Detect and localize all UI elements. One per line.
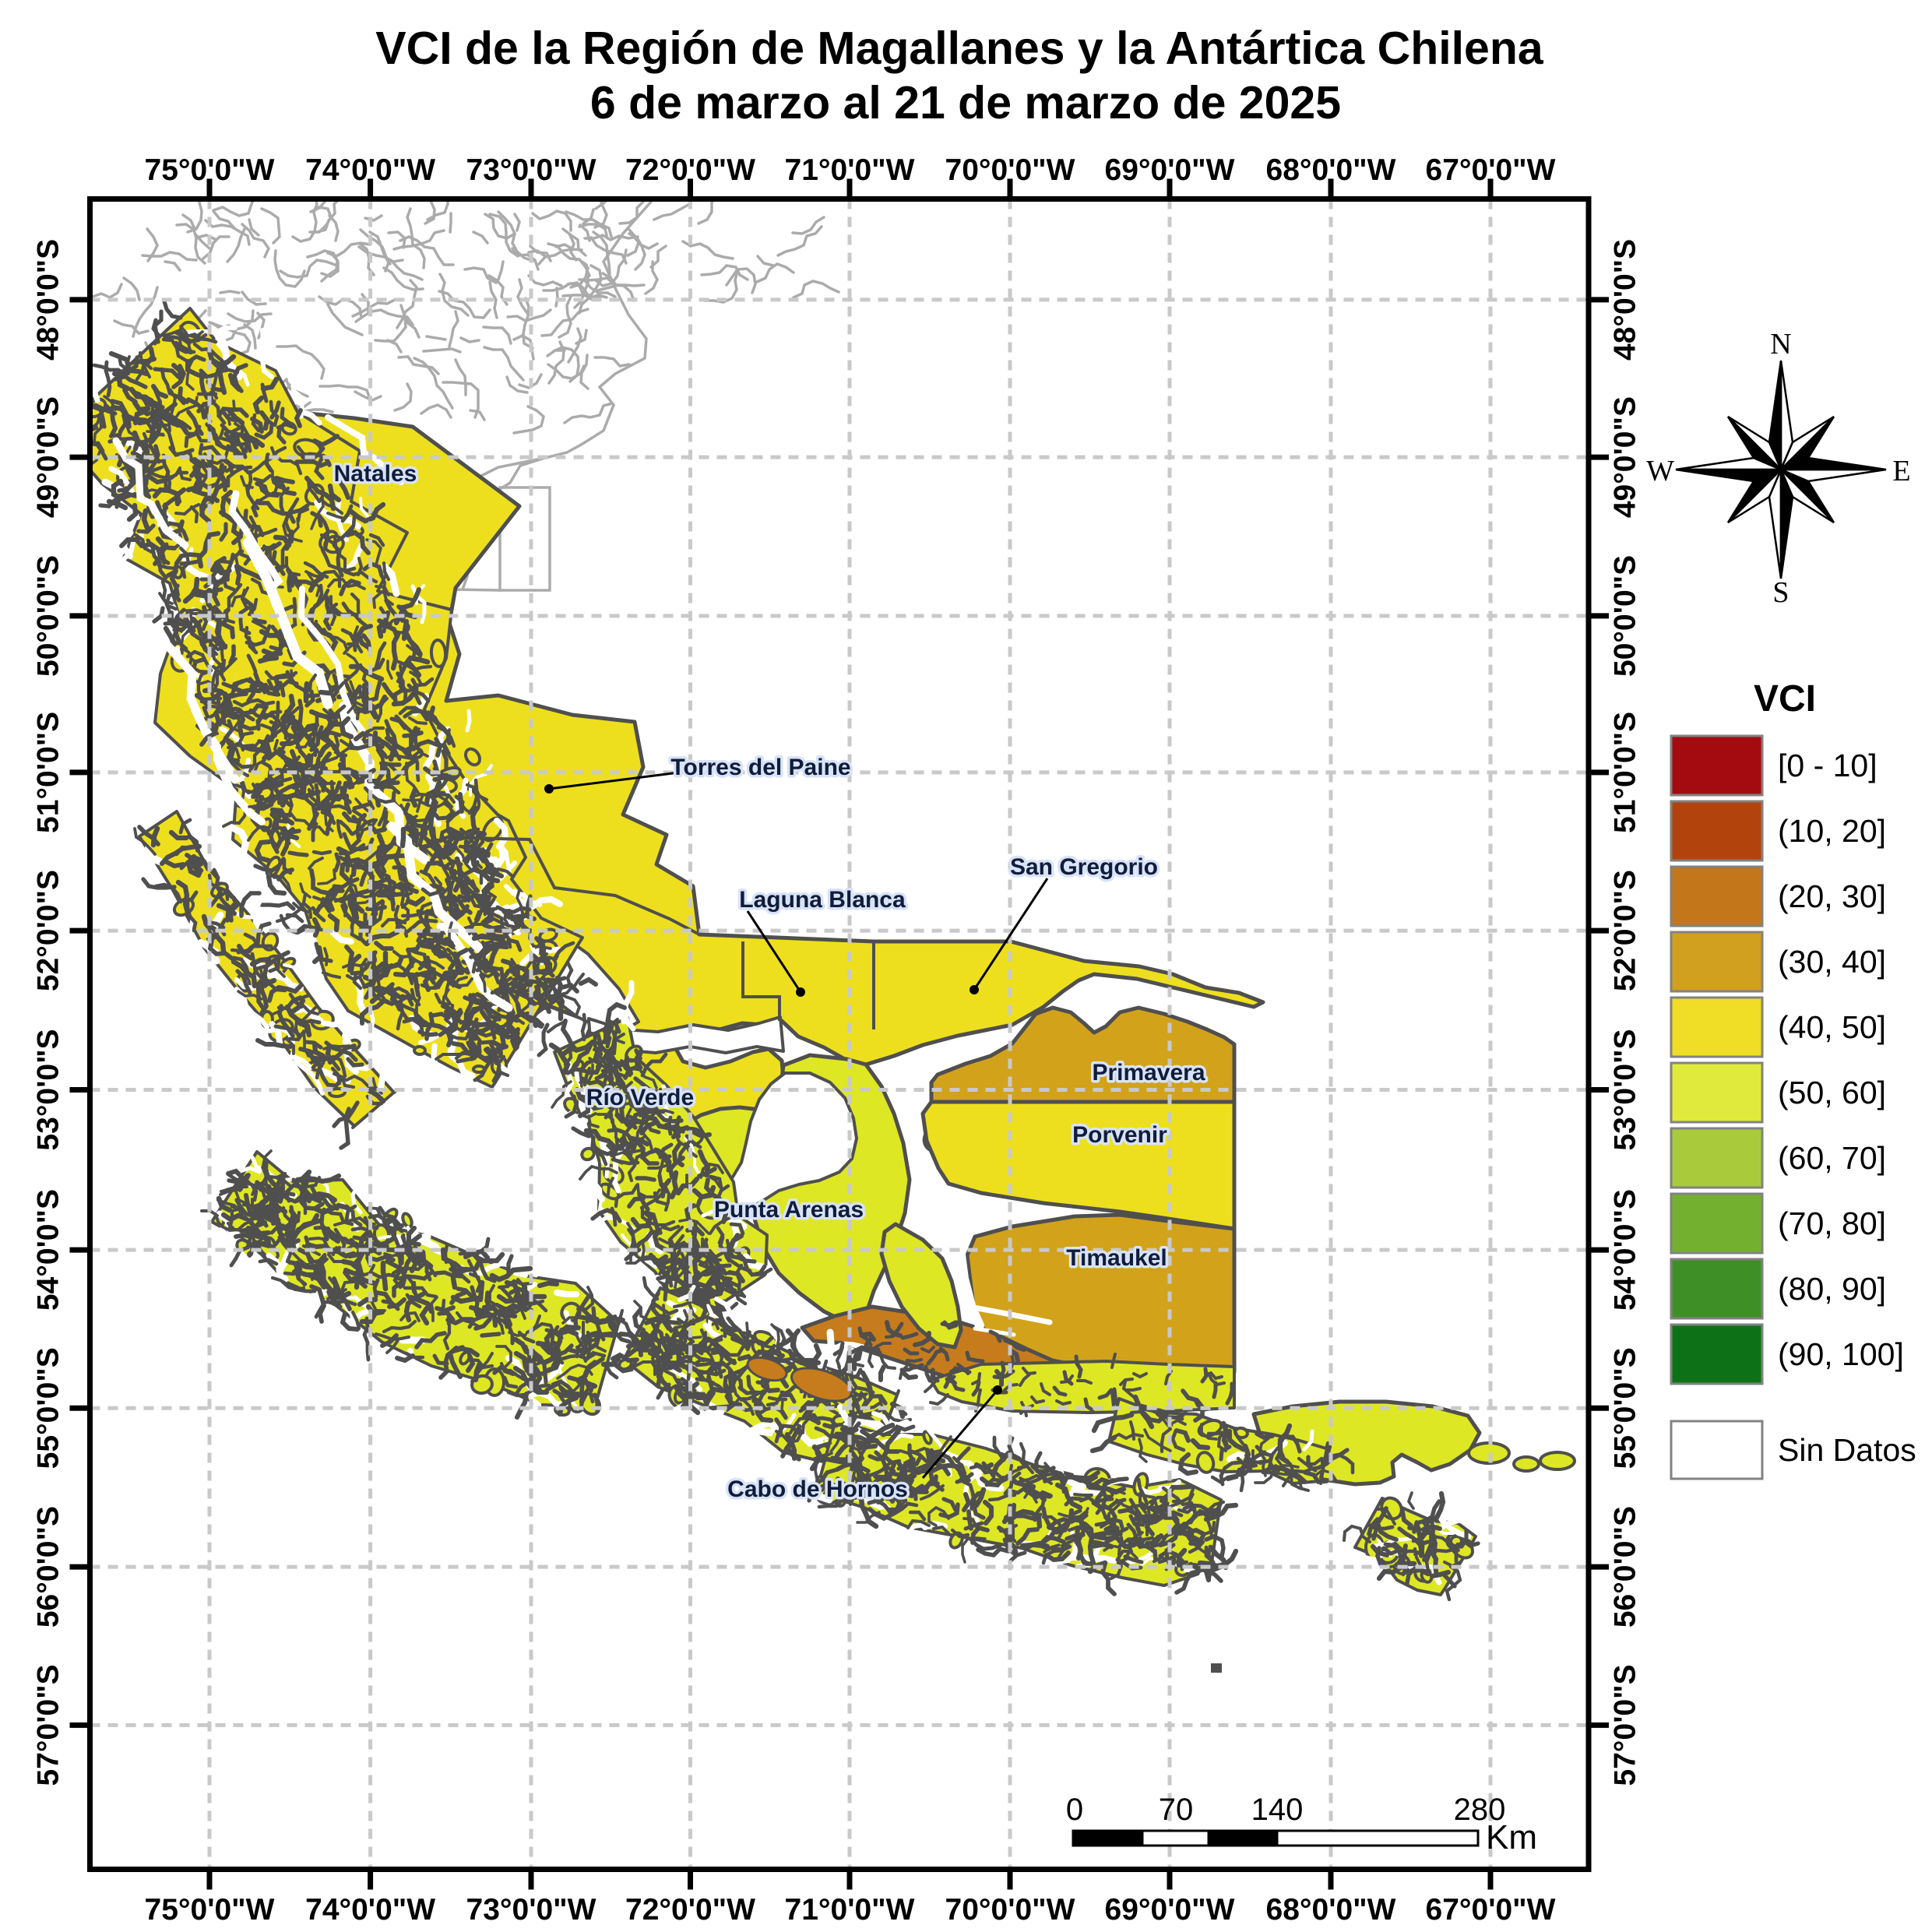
svg-text:54°0'0"S: 54°0'0"S [31,1189,65,1311]
svg-text:(90, 100]: (90, 100] [1778,1336,1904,1372]
svg-text:67°0'0"W: 67°0'0"W [1426,1893,1556,1927]
svg-text:VCI de la Región de Magallanes: VCI de la Región de Magallanes y la Antá… [375,23,1544,74]
svg-text:Cabo de Hornos: Cabo de Hornos [727,1476,908,1502]
svg-text:69°0'0"W: 69°0'0"W [1105,1893,1235,1927]
svg-text:E: E [1892,455,1910,487]
svg-text:74°0'0"W: 74°0'0"W [305,1893,435,1927]
svg-text:56°0'0"S: 56°0'0"S [31,1506,65,1628]
svg-text:72°0'0"W: 72°0'0"W [625,1893,755,1927]
svg-text:San Gregorio: San Gregorio [1010,854,1158,880]
svg-text:48°0'0"S: 48°0'0"S [31,239,65,361]
svg-text:51°0'0"S: 51°0'0"S [1608,712,1642,833]
svg-text:Primavera: Primavera [1092,1060,1205,1086]
svg-text:(30, 40]: (30, 40] [1778,944,1886,980]
svg-text:(80, 90]: (80, 90] [1778,1271,1886,1307]
svg-text:54°0'0"S: 54°0'0"S [1608,1189,1642,1311]
svg-text:(10, 20]: (10, 20] [1778,813,1886,849]
svg-text:71°0'0"W: 71°0'0"W [785,153,915,187]
svg-text:69°0'0"W: 69°0'0"W [1105,153,1235,187]
svg-text:70: 70 [1159,1793,1194,1827]
svg-text:71°0'0"W: 71°0'0"W [785,1893,915,1927]
svg-text:50°0'0"S: 50°0'0"S [1608,555,1642,677]
svg-text:74°0'0"W: 74°0'0"W [305,153,435,187]
svg-text:[0 - 10]: [0 - 10] [1778,748,1877,783]
svg-text:Natales: Natales [334,461,417,487]
svg-text:68°0'0"W: 68°0'0"W [1266,153,1396,187]
svg-text:73°0'0"W: 73°0'0"W [466,153,596,187]
svg-text:57°0'0"S: 57°0'0"S [1608,1664,1642,1786]
svg-text:280: 280 [1454,1793,1506,1827]
svg-text:70°0'0"W: 70°0'0"W [945,1893,1075,1927]
svg-text:Laguna Blanca: Laguna Blanca [739,887,906,913]
svg-text:56°0'0"S: 56°0'0"S [1608,1506,1642,1628]
svg-text:140: 140 [1251,1793,1304,1827]
svg-text:53°0'0"S: 53°0'0"S [1608,1029,1642,1150]
svg-text:Torres del Paine: Torres del Paine [670,755,850,780]
svg-text:75°0'0"W: 75°0'0"W [145,1893,275,1927]
svg-text:50°0'0"S: 50°0'0"S [31,555,65,677]
svg-text:Punta Arenas: Punta Arenas [714,1197,864,1223]
svg-text:(50, 60]: (50, 60] [1778,1075,1886,1110]
svg-text:(60, 70]: (60, 70] [1778,1140,1886,1176]
svg-text:Porvenir: Porvenir [1072,1122,1167,1148]
svg-text:49°0'0"S: 49°0'0"S [31,396,65,518]
svg-text:55°0'0"S: 55°0'0"S [31,1347,65,1469]
svg-text:49°0'0"S: 49°0'0"S [1608,396,1642,518]
svg-text:52°0'0"S: 52°0'0"S [1608,870,1642,991]
svg-text:48°0'0"S: 48°0'0"S [1608,239,1642,361]
svg-text:0: 0 [1066,1793,1083,1827]
svg-text:68°0'0"W: 68°0'0"W [1266,1893,1396,1927]
svg-text:(40, 50]: (40, 50] [1778,1009,1886,1045]
svg-text:Km: Km [1486,1818,1537,1856]
svg-text:(20, 30]: (20, 30] [1778,878,1886,914]
svg-text:Sin Datos: Sin Datos [1778,1432,1916,1468]
svg-text:S: S [1772,576,1789,609]
svg-text:67°0'0"W: 67°0'0"W [1426,153,1556,187]
svg-text:6 de marzo al 21 de marzo de 2: 6 de marzo al 21 de marzo de 2025 [590,77,1341,128]
svg-text:70°0'0"W: 70°0'0"W [945,153,1075,187]
svg-text:53°0'0"S: 53°0'0"S [31,1029,65,1150]
svg-text:55°0'0"S: 55°0'0"S [1608,1347,1642,1469]
svg-text:51°0'0"S: 51°0'0"S [31,712,65,833]
svg-text:(70, 80]: (70, 80] [1778,1205,1886,1241]
svg-text:Timaukel: Timaukel [1066,1245,1167,1271]
svg-text:N: N [1770,328,1791,361]
svg-text:75°0'0"W: 75°0'0"W [145,153,275,187]
svg-text:Río Verde: Río Verde [586,1085,694,1110]
svg-text:52°0'0"S: 52°0'0"S [31,870,65,991]
svg-text:57°0'0"S: 57°0'0"S [31,1664,65,1786]
svg-text:73°0'0"W: 73°0'0"W [466,1893,596,1927]
svg-text:72°0'0"W: 72°0'0"W [625,153,755,187]
svg-text:W: W [1646,455,1674,487]
svg-text:VCI: VCI [1754,678,1816,720]
